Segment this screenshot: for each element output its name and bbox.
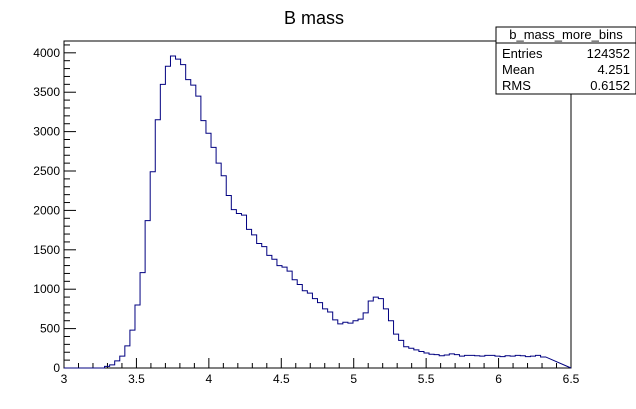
stats-entries-label: Entries — [502, 46, 543, 61]
plot-frame — [63, 40, 572, 369]
stats-mean-value: 4.251 — [597, 62, 630, 77]
stats-mean-label: Mean — [502, 62, 535, 77]
stats-rms-value: 0.6152 — [590, 78, 630, 93]
y-axis: 0 500 1000 1500 2000 2500 3000 3500 4000 — [33, 44, 76, 375]
x-tick-label: 3 — [61, 372, 68, 386]
x-tick-label: 4.5 — [273, 372, 290, 386]
x-axis: 3 3.5 4 4.5 5 5.5 6 6.5 — [61, 358, 580, 386]
x-tick-label: 6 — [495, 372, 502, 386]
y-tick-label: 4000 — [33, 46, 60, 60]
chart-title: B mass — [284, 8, 344, 28]
stats-entries-value: 124352 — [587, 46, 630, 61]
x-tick-label: 5.5 — [418, 372, 435, 386]
stats-box: b_mass_more_bins Entries 124352 Mean 4.2… — [495, 26, 636, 95]
x-tick-label: 3.5 — [128, 372, 145, 386]
x-tick-label: 6.5 — [563, 372, 580, 386]
histogram-outline — [64, 55, 572, 369]
x-tick-label: 5 — [350, 372, 357, 386]
x-tick-label: 4 — [206, 372, 213, 386]
y-tick-label: 0 — [53, 361, 60, 375]
y-tick-label: 2000 — [33, 203, 60, 217]
y-tick-label: 3500 — [33, 85, 60, 99]
y-tick-label: 2500 — [33, 164, 60, 178]
y-tick-label: 1500 — [33, 243, 60, 257]
stats-box-frame — [495, 26, 636, 95]
y-tick-label: 1000 — [33, 282, 60, 296]
y-tick-label: 500 — [40, 322, 60, 336]
stats-rms-label: RMS — [502, 78, 531, 93]
stats-histogram-name: b_mass_more_bins — [509, 27, 623, 42]
y-tick-label: 3000 — [33, 125, 60, 139]
